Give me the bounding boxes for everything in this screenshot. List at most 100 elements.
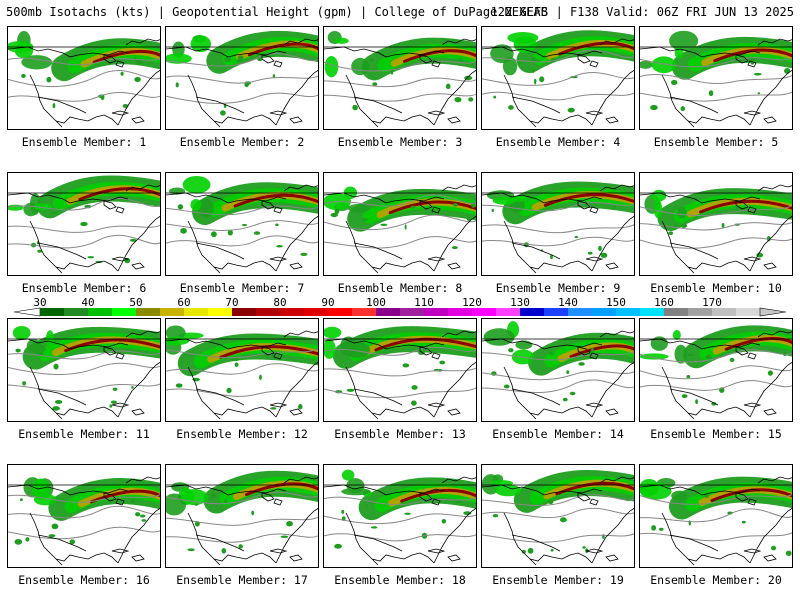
height-contour — [166, 491, 318, 505]
isotach-speck — [280, 535, 289, 538]
great-lakes — [261, 346, 283, 360]
height-contour — [482, 72, 634, 86]
great-lakes — [735, 492, 757, 506]
ensemble-panel — [7, 26, 161, 130]
jet-streak-band — [555, 481, 634, 496]
colorbar-swatch — [568, 308, 593, 316]
isotach-speck — [37, 249, 43, 253]
isotach-speck — [784, 67, 791, 74]
isotach-speck — [680, 106, 686, 112]
isotach-speck — [259, 374, 262, 381]
isotach-speck — [771, 545, 777, 551]
ensemble-panel — [323, 318, 477, 422]
ensemble-panel — [639, 172, 793, 276]
member-caption: Ensemble Member: 6 — [21, 281, 147, 295]
member-caption: Ensemble Member: 15 — [650, 427, 782, 441]
political-border — [166, 192, 318, 260]
political-border — [166, 46, 318, 114]
isotach-speck — [365, 504, 368, 507]
isotach-blob — [651, 189, 667, 202]
isotach-blob — [166, 493, 187, 516]
caribbean-islands — [585, 110, 619, 124]
ensemble-panel — [639, 318, 793, 422]
isotach-speck — [48, 534, 56, 538]
isotach-blob — [341, 487, 371, 496]
isotach-speck — [275, 223, 279, 227]
member-map — [482, 181, 634, 274]
coastline — [482, 330, 634, 420]
colorbar-swatch — [208, 308, 233, 316]
colorbar-tick-label: 40 — [81, 296, 94, 309]
isotach-speck — [550, 548, 554, 552]
height-contour — [324, 77, 476, 88]
isotach-speck — [362, 218, 368, 222]
political-border — [166, 338, 318, 406]
colorbar-swatch — [112, 308, 137, 316]
colorbar-swatch — [136, 308, 161, 316]
isotach-blob — [492, 197, 516, 205]
isotach-speck — [352, 105, 358, 111]
member-map — [166, 325, 318, 420]
isotach-speck — [677, 207, 682, 211]
isotach-speck — [534, 78, 537, 85]
height-contour — [8, 92, 160, 102]
colorbar-swatch — [688, 308, 713, 316]
caribbean-islands — [427, 402, 461, 416]
ensemble-panel — [639, 464, 793, 568]
colorbar-tick-label: 110 — [414, 296, 434, 309]
caribbean-islands — [111, 256, 145, 270]
colorbar-svg: 30 40 50 60 70 80 90 100 110 120 130 140 150 160 170 — [13, 296, 787, 317]
isotach-blob — [640, 60, 653, 69]
isotach-blob — [182, 175, 211, 194]
jet-streak-band — [89, 489, 160, 504]
isotach-speck — [532, 67, 535, 74]
isotach-blob — [669, 30, 699, 51]
ensemble-panel — [165, 26, 319, 130]
isotach-speck — [566, 370, 570, 374]
colorbar-tick-label: 160 — [654, 296, 674, 309]
isotach-speck — [187, 548, 195, 552]
isotach-blob — [495, 484, 522, 497]
isotach-speck — [210, 231, 217, 238]
caribbean-islands — [743, 402, 777, 416]
isotach-speck — [346, 388, 355, 392]
isotach-speck — [251, 510, 255, 516]
isotach-speck — [767, 370, 773, 376]
height-contour — [324, 346, 476, 356]
height-contour — [166, 363, 318, 375]
colorbar-swatch — [184, 308, 209, 316]
height-contour — [166, 53, 318, 67]
isotach-speck — [175, 383, 183, 388]
colorbar-swatch — [40, 308, 65, 316]
ensemble-panel — [165, 318, 319, 422]
isotach-speck — [69, 539, 76, 545]
isotach-speck — [454, 96, 462, 103]
isotach-speck — [52, 103, 56, 109]
colorbar-legend: 30 40 50 60 70 80 90 100 110 120 130 140 150 160 170 — [0, 296, 800, 320]
isotach-speck — [221, 548, 227, 554]
member-caption: Ensemble Member: 2 — [179, 135, 305, 149]
isotach-speck — [785, 550, 792, 556]
isotach-blob — [190, 198, 202, 211]
member-caption: Ensemble Member: 16 — [18, 573, 150, 587]
great-lakes — [103, 54, 125, 68]
coastline — [640, 476, 792, 566]
isotach-speck — [445, 83, 451, 90]
isotach-speck — [651, 525, 657, 531]
political-border — [482, 484, 634, 552]
height-contour — [482, 91, 634, 101]
great-lakes — [419, 346, 441, 360]
height-contour — [482, 224, 634, 234]
isotach-speck — [190, 371, 197, 374]
isotach-speck — [390, 70, 394, 75]
coastline — [8, 38, 160, 128]
member-map — [166, 175, 318, 274]
political-border — [324, 338, 476, 406]
ensemble-panel — [165, 172, 319, 276]
caribbean-islands — [427, 548, 461, 562]
isotach-speck — [220, 110, 226, 116]
colorbar-swatch — [256, 308, 281, 316]
great-lakes — [419, 200, 441, 214]
isotach-speck — [687, 353, 694, 356]
political-border — [324, 484, 476, 552]
